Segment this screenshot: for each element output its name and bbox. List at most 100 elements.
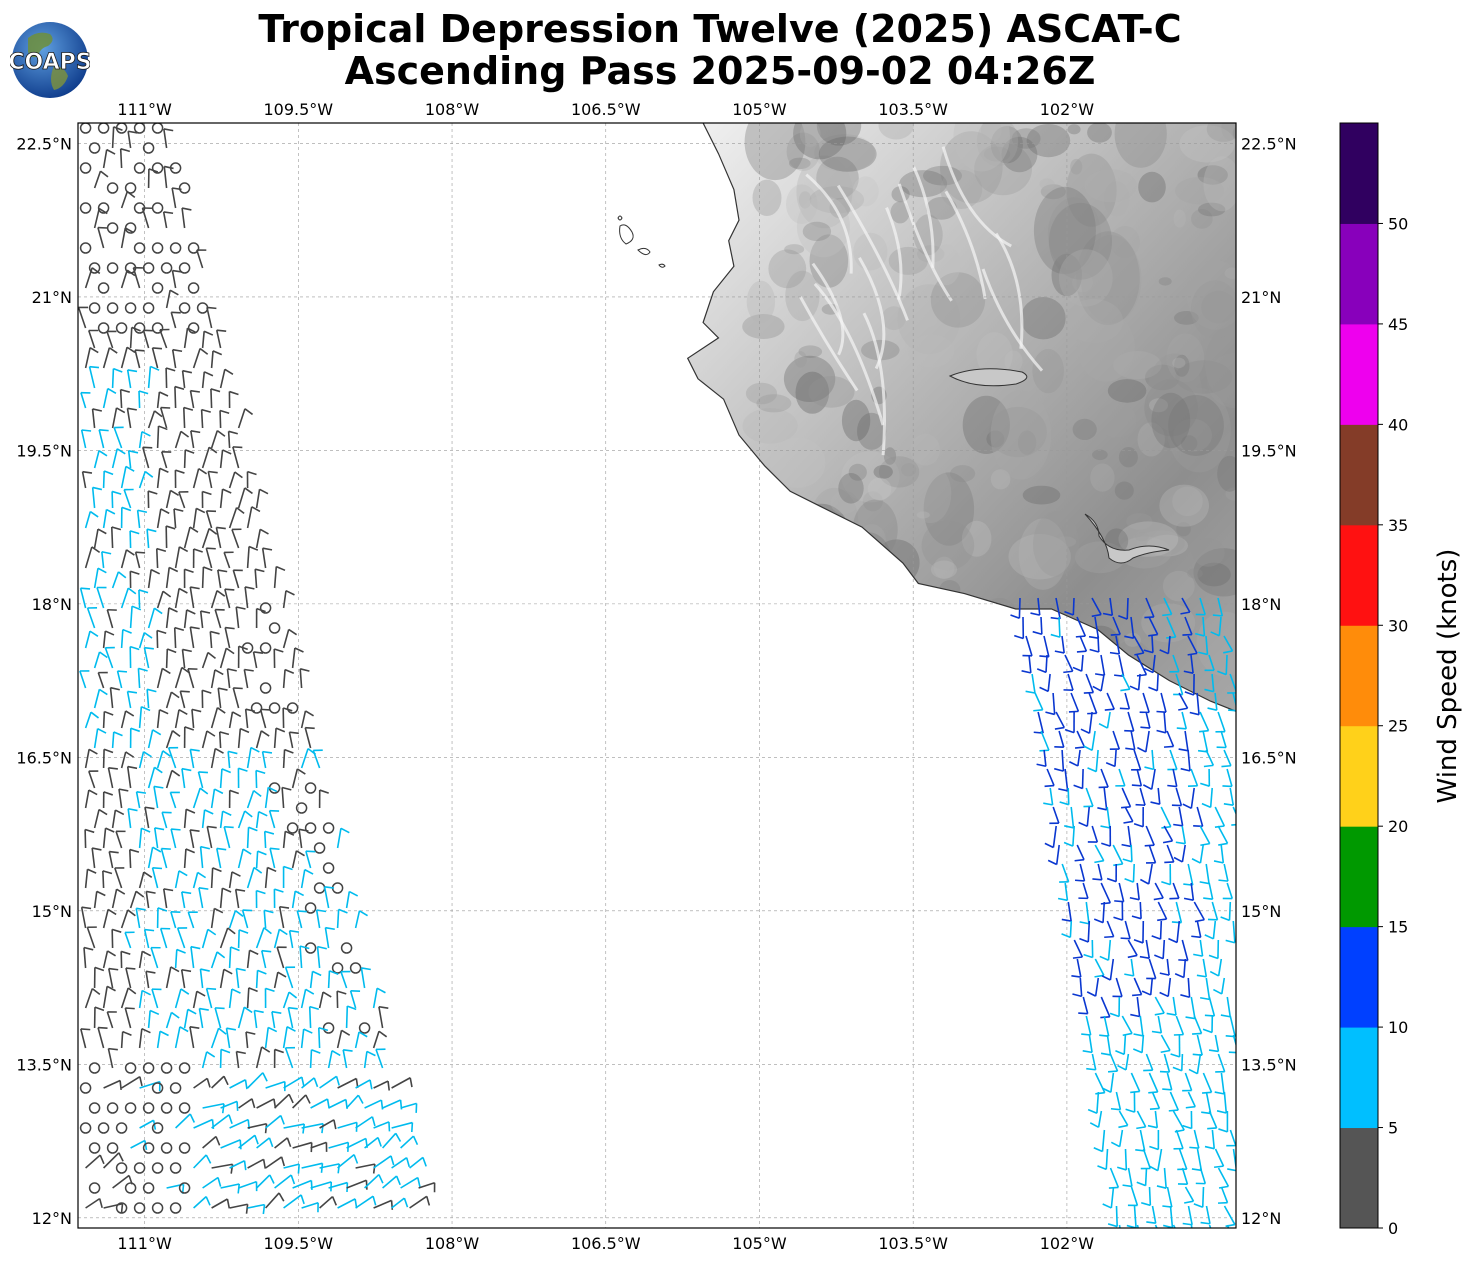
terrain-patch [1159,484,1209,527]
wind-barb [276,946,287,969]
calm-wind-marker [340,942,353,954]
wind-barb [1202,1072,1213,1094]
wind-barb [120,950,131,969]
wind-barb [264,866,277,889]
wind-barb [120,549,135,569]
wind-barb [146,688,157,709]
terrain-patch [1047,197,1101,271]
wind-barb [199,968,210,989]
terrain-patch [798,345,823,359]
calm-wind-marker [187,242,200,254]
wind-barb [1074,730,1086,749]
wind-barb [1223,787,1235,806]
terrain-patch [1049,202,1112,280]
wind-barb [1143,1053,1154,1072]
wind-barb [143,928,155,949]
wind-barb [215,526,226,549]
wind-barb [1100,1034,1112,1056]
terrain-patch [1033,511,1079,577]
wind-barb [283,1194,305,1209]
terrain-patch [961,520,992,557]
wind-barb [1086,1053,1097,1071]
wind-barb [1030,597,1041,616]
wind-barb [202,1135,221,1149]
wind-barb [273,648,284,669]
wind-barb [1132,1034,1145,1054]
wind-barb [1125,1091,1136,1113]
calm-wind-marker [106,262,119,274]
wind-barb [1149,1129,1160,1151]
wind-barb [1162,1186,1173,1208]
wind-barb [1154,996,1165,1016]
wind-barb [107,1047,118,1069]
wind-barb [84,510,99,529]
wind-barb [291,850,305,869]
wind-barb [319,1163,341,1174]
wind-barb [170,828,181,849]
wind-barb [170,311,181,329]
calm-wind-marker [133,162,146,174]
wind-barb [1109,730,1121,750]
calm-wind-marker [178,1102,191,1114]
terrain-patch [1221,123,1236,141]
wind-barb [1216,1091,1228,1114]
wind-barb [215,329,227,349]
coaps-logo-text: COAPS [10,50,90,75]
wind-barb [1133,920,1145,944]
wind-barb [150,946,161,969]
wind-barb [147,729,162,749]
calm-wind-marker [349,962,362,974]
wind-barb [1032,616,1043,636]
wind-barb [102,148,116,169]
wind-barb [205,987,217,1009]
wind-barb [1099,939,1112,961]
calm-wind-marker [151,1122,164,1134]
wind-barb [192,347,209,369]
wind-barb [1094,1072,1106,1095]
wind-barb [1129,673,1141,691]
terrain-patch [878,456,920,488]
terrain-valley [897,183,953,302]
wind-barb [310,1181,333,1192]
wind-barb [81,470,93,489]
wind-barb [163,128,174,149]
wind-barb [391,1197,409,1209]
terrain-patch [838,473,864,504]
colorbar-segment [1340,826,1378,928]
wind-barb [273,727,286,749]
wind-barb [1087,692,1098,715]
wind-barb [88,329,99,349]
calm-wind-marker [286,702,299,714]
wind-barb [1159,958,1170,976]
terrain-patch [1201,290,1236,324]
wind-barb [305,850,316,869]
wind-barb [1164,844,1175,864]
wind-barb [162,888,174,909]
wind-barb [1199,863,1210,885]
wind-barb [274,1137,292,1149]
wind-barb [114,867,125,889]
colorbar-segment [1340,524,1378,626]
wind-barb [1043,787,1054,806]
calm-wind-marker [115,1202,128,1214]
wind-barb [111,571,127,589]
terrain-patch [1186,260,1236,330]
terrain-patch [1172,486,1203,517]
calm-wind-marker [169,1162,182,1174]
wind-barb [120,628,132,649]
wind-barb [199,610,211,629]
terrain-patch [1217,455,1236,492]
calm-wind-marker [142,1062,155,1074]
wind-barb [145,970,156,989]
terrain-patch [1126,513,1153,530]
wind-barb [120,506,132,529]
wind-barb [175,1113,196,1129]
coastline [686,123,1236,712]
wind-barb [147,607,163,629]
terrain-patch [910,433,940,466]
calm-wind-marker [196,302,209,314]
wind-barb [1139,692,1150,714]
wind-barb [337,1153,359,1169]
terrain-patch [768,249,807,289]
calm-wind-marker [106,302,119,314]
